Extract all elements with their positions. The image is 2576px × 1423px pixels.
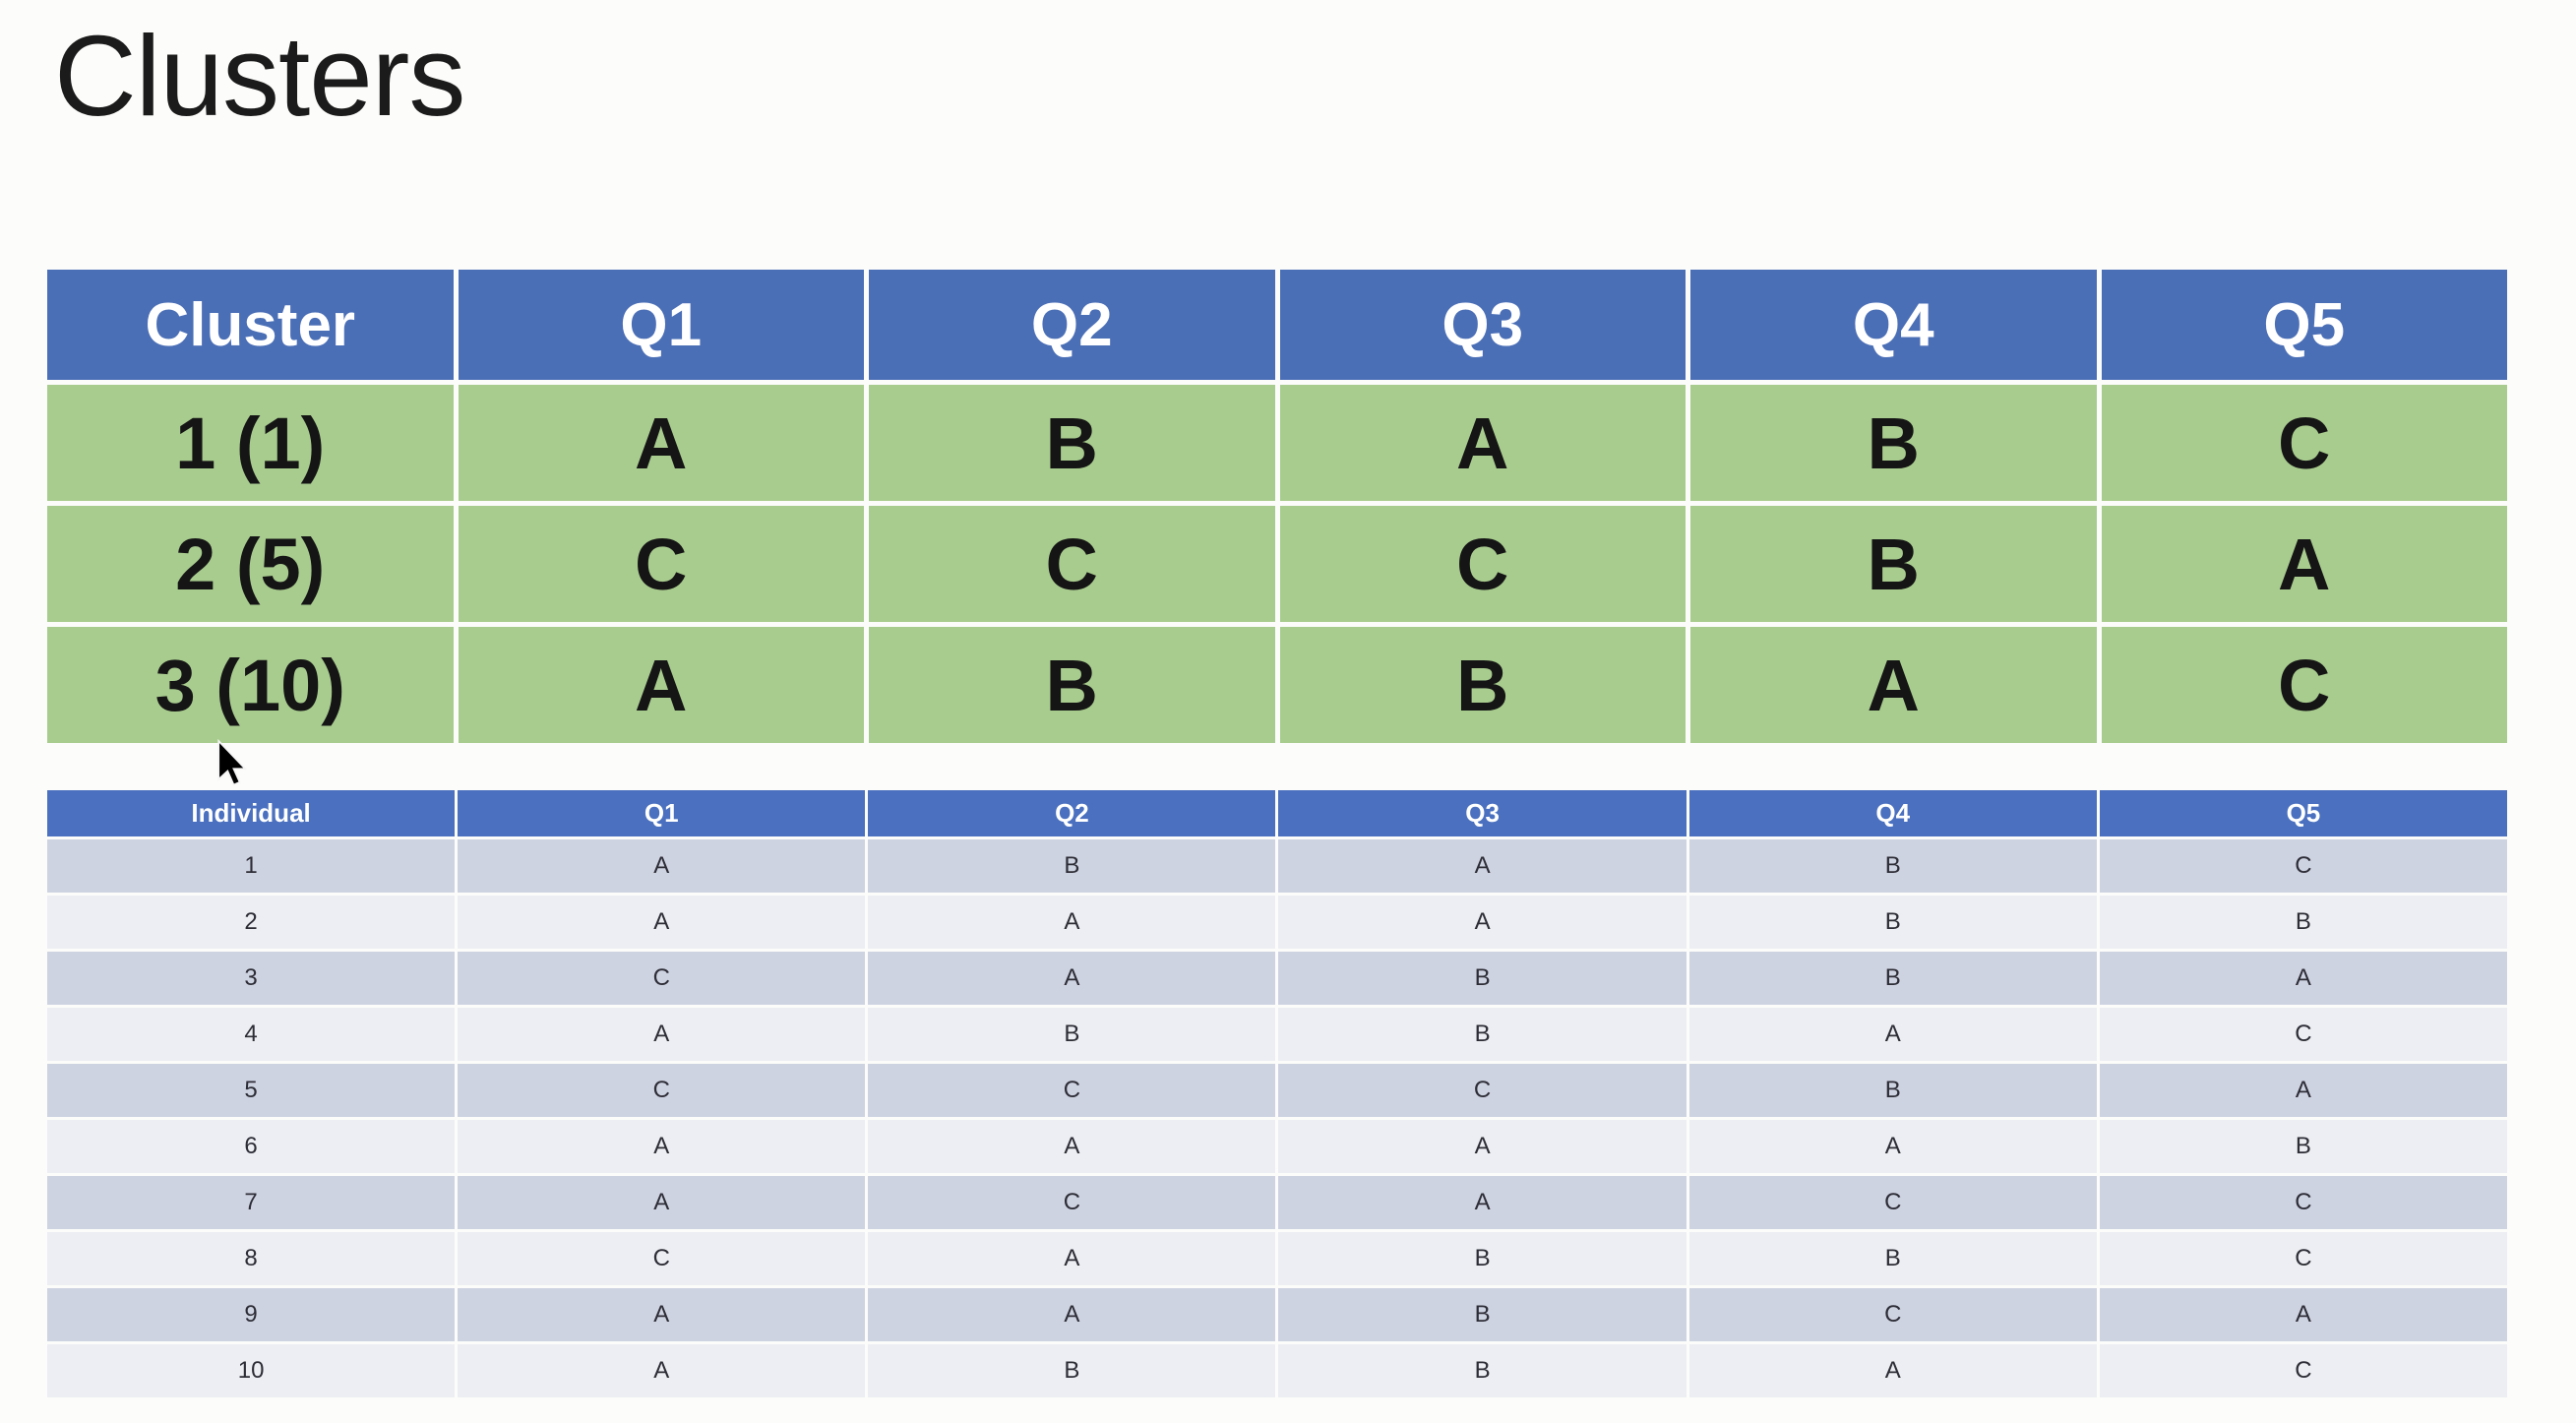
individual-responses-table: Individual Q1 Q2 Q3 Q4 Q5 1 A B A B C 2 A A A B B 3 C A B B A 4 A… bbox=[47, 790, 2507, 1397]
cluster_table-header-cell: Q3 bbox=[1279, 270, 1686, 380]
individual_table-value-cell: A bbox=[458, 1176, 866, 1229]
individual_table-value-cell: B bbox=[2099, 1120, 2507, 1173]
individual_table-header-cell: Q3 bbox=[1278, 790, 1687, 836]
individual_table-value-cell: A bbox=[1688, 1008, 2097, 1061]
individual_table-value-cell: C bbox=[458, 1064, 866, 1117]
individual_table-value-cell: A bbox=[458, 839, 866, 893]
individual_table-value-cell: A bbox=[1278, 839, 1687, 893]
individual_table-row-label: 5 bbox=[47, 1064, 456, 1117]
individual_table-value-cell: C bbox=[868, 1064, 1276, 1117]
individual_table-value-cell: C bbox=[868, 1176, 1276, 1229]
page-title: Clusters bbox=[54, 12, 465, 140]
individual_table-value-cell: B bbox=[1278, 1232, 1687, 1285]
individual_table-value-cell: C bbox=[458, 1232, 866, 1285]
cluster_table-value-cell: B bbox=[1279, 627, 1686, 743]
individual_table-value-cell: A bbox=[458, 896, 866, 949]
cluster_table-row-label: 2 (5) bbox=[47, 506, 454, 622]
individual_table-row-label: 8 bbox=[47, 1232, 456, 1285]
cluster_table-value-cell: C bbox=[458, 506, 864, 622]
individual_table-header-cell: Q5 bbox=[2099, 790, 2507, 836]
cluster_table-value-cell: C bbox=[869, 506, 1275, 622]
individual_table-value-cell: A bbox=[2099, 952, 2507, 1005]
cluster_table-row-label: 1 (1) bbox=[47, 385, 454, 501]
cluster_table-row-label: 3 (10) bbox=[47, 627, 454, 743]
cluster-summary-table: Cluster Q1 Q2 Q3 Q4 Q5 1 (1) A B A B C 2 (5) C C C B A 3 (… bbox=[47, 270, 2507, 743]
individual_table-value-cell: A bbox=[2099, 1064, 2507, 1117]
individual_table-value-cell: B bbox=[1688, 952, 2097, 1005]
individual_table-value-cell: C bbox=[1688, 1176, 2097, 1229]
individual_table-value-cell: C bbox=[1688, 1288, 2097, 1341]
individual_table-row-label: 6 bbox=[47, 1120, 456, 1173]
cluster_table-value-cell: C bbox=[1279, 506, 1686, 622]
individual_table-header-cell: Q1 bbox=[458, 790, 866, 836]
individual_table-header-cell: Individual bbox=[47, 790, 456, 836]
cluster_table-value-cell: A bbox=[458, 385, 864, 501]
individual_table-row-label: 9 bbox=[47, 1288, 456, 1341]
individual_table-value-cell: B bbox=[1278, 1288, 1687, 1341]
cluster_table-value-cell: B bbox=[1690, 506, 2097, 622]
individual_table-value-cell: A bbox=[1688, 1120, 2097, 1173]
individual_table-value-cell: A bbox=[868, 896, 1276, 949]
individual_table-header-cell: Q4 bbox=[1688, 790, 2097, 836]
cluster_table-header-cell: Q4 bbox=[1690, 270, 2097, 380]
individual_table-value-cell: C bbox=[458, 952, 866, 1005]
individual_table-value-cell: A bbox=[868, 1288, 1276, 1341]
individual_table-value-cell: C bbox=[2099, 1008, 2507, 1061]
individual_table-row-label: 3 bbox=[47, 952, 456, 1005]
individual_table-value-cell: B bbox=[868, 1008, 1276, 1061]
individual_table-value-cell: B bbox=[1688, 839, 2097, 893]
cluster_table-value-cell: C bbox=[2101, 385, 2507, 501]
individual_table-row-label: 2 bbox=[47, 896, 456, 949]
individual_table-value-cell: B bbox=[2099, 896, 2507, 949]
cluster_table-header-cell: Cluster bbox=[47, 270, 454, 380]
individual_table-value-cell: B bbox=[1278, 1008, 1687, 1061]
individual_table-value-cell: A bbox=[868, 952, 1276, 1005]
individual_table-value-cell: C bbox=[1278, 1064, 1687, 1117]
individual_table-value-cell: B bbox=[1688, 1232, 2097, 1285]
individual_table-value-cell: A bbox=[1688, 1344, 2097, 1397]
individual_table-value-cell: A bbox=[458, 1288, 866, 1341]
individual_table-value-cell: B bbox=[1688, 1064, 2097, 1117]
individual_table-value-cell: C bbox=[2099, 839, 2507, 893]
individual_table-value-cell: B bbox=[1688, 896, 2097, 949]
individual_table-value-cell: C bbox=[2099, 1344, 2507, 1397]
individual_table-value-cell: A bbox=[868, 1120, 1276, 1173]
individual_table-value-cell: B bbox=[868, 1344, 1276, 1397]
individual_table-value-cell: B bbox=[868, 839, 1276, 893]
individual_table-value-cell: A bbox=[1278, 896, 1687, 949]
cluster_table-value-cell: A bbox=[2101, 506, 2507, 622]
individual_table-value-cell: C bbox=[2099, 1176, 2507, 1229]
individual_table-row-label: 1 bbox=[47, 839, 456, 893]
cluster_table-value-cell: A bbox=[458, 627, 864, 743]
individual_table-value-cell: A bbox=[2099, 1288, 2507, 1341]
cluster_table-value-cell: B bbox=[1690, 385, 2097, 501]
individual_table-row-label: 10 bbox=[47, 1344, 456, 1397]
cluster_table-header-cell: Q1 bbox=[458, 270, 864, 380]
individual_table-value-cell: A bbox=[1278, 1120, 1687, 1173]
individual_table-value-cell: A bbox=[458, 1120, 866, 1173]
individual_table-row-label: 4 bbox=[47, 1008, 456, 1061]
individual_table-value-cell: B bbox=[1278, 952, 1687, 1005]
cluster_table-value-cell: A bbox=[1279, 385, 1686, 501]
cluster_table-value-cell: C bbox=[2101, 627, 2507, 743]
individual_table-row-label: 7 bbox=[47, 1176, 456, 1229]
individual_table-value-cell: A bbox=[458, 1008, 866, 1061]
individual_table-value-cell: A bbox=[868, 1232, 1276, 1285]
cluster_table-header-cell: Q5 bbox=[2101, 270, 2507, 380]
cluster_table-value-cell: B bbox=[869, 385, 1275, 501]
cluster_table-header-cell: Q2 bbox=[869, 270, 1275, 380]
individual_table-header-cell: Q2 bbox=[868, 790, 1276, 836]
mouse-cursor-icon bbox=[217, 739, 247, 786]
individual_table-value-cell: B bbox=[1278, 1344, 1687, 1397]
cluster_table-value-cell: B bbox=[869, 627, 1275, 743]
cluster_table-value-cell: A bbox=[1690, 627, 2097, 743]
individual_table-value-cell: A bbox=[458, 1344, 866, 1397]
individual_table-value-cell: C bbox=[2099, 1232, 2507, 1285]
individual_table-value-cell: A bbox=[1278, 1176, 1687, 1229]
